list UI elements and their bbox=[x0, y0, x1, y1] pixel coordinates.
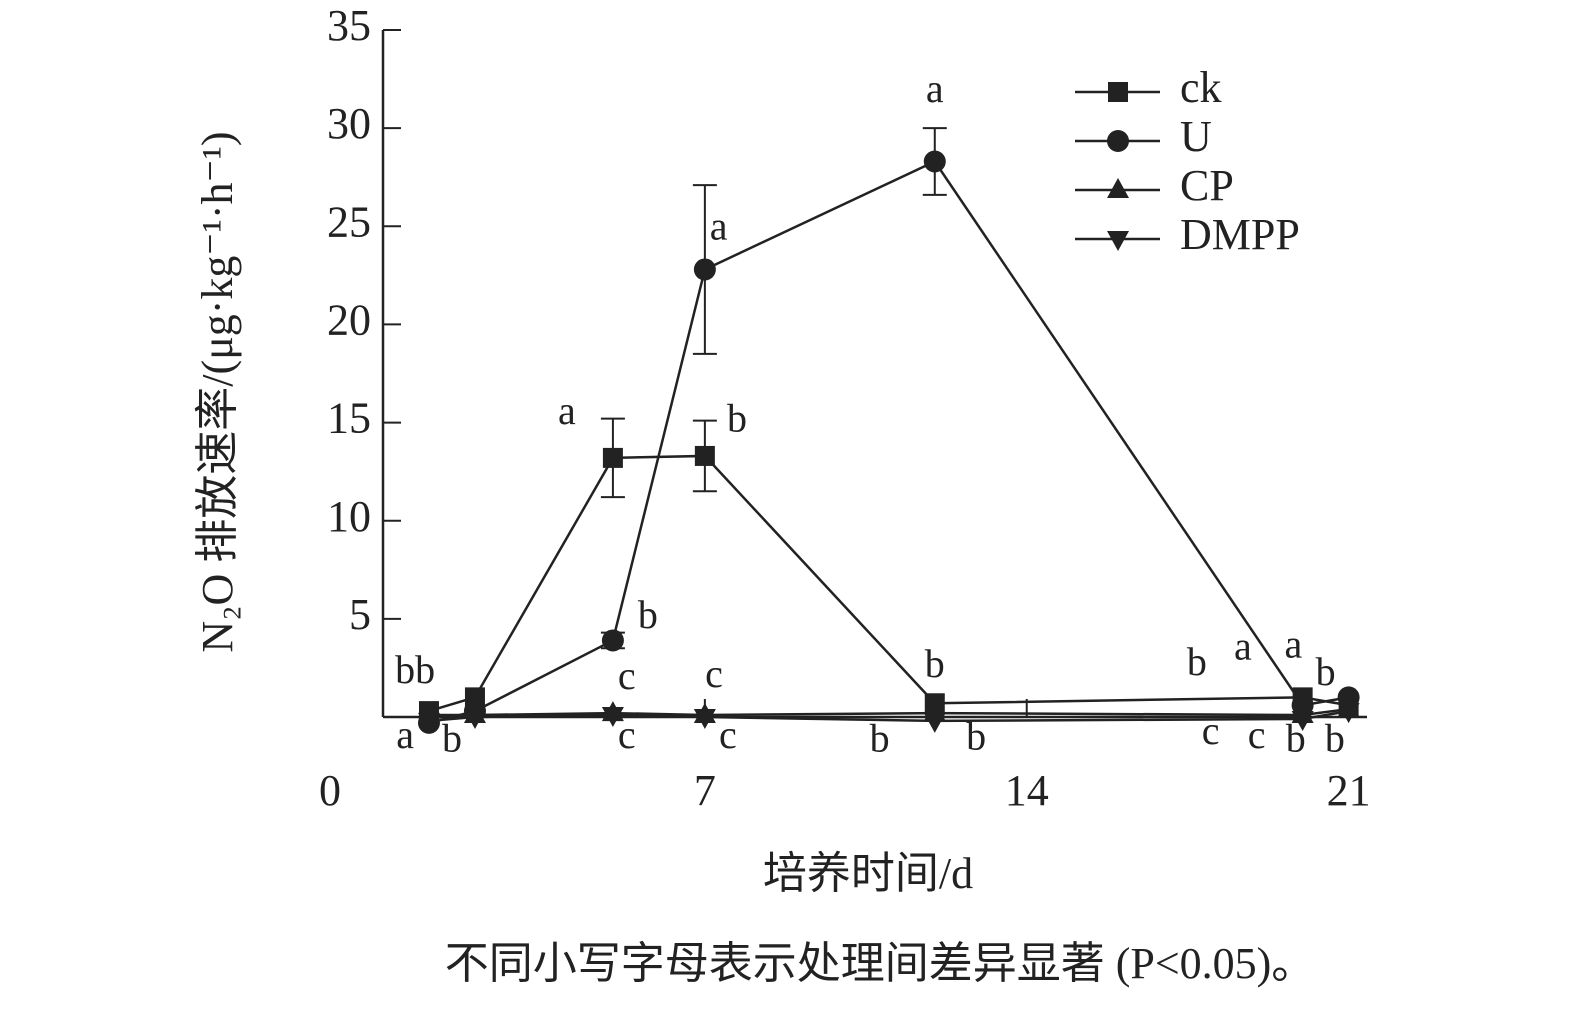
marker bbox=[923, 712, 946, 733]
x-tick-label: 14 bbox=[1005, 766, 1049, 815]
annotation: b bbox=[1325, 716, 1345, 761]
y-tick-label: 30 bbox=[327, 99, 371, 148]
annotation: a bbox=[710, 203, 728, 248]
annotation: b bbox=[870, 716, 890, 761]
marker bbox=[601, 629, 624, 652]
y-tick-label: 15 bbox=[327, 394, 371, 443]
annotation: a bbox=[1285, 621, 1303, 666]
annotation: b bbox=[727, 396, 747, 441]
legend-label: ck bbox=[1180, 63, 1222, 112]
marker bbox=[1291, 710, 1314, 731]
annotation: b bbox=[966, 714, 986, 759]
series-line bbox=[428, 454, 1349, 713]
legend-marker bbox=[1108, 82, 1128, 102]
marker bbox=[463, 709, 486, 729]
caption: 不同小写字母表示处理间差异显著 (P<0.05)。 bbox=[445, 939, 1316, 988]
annotation: c bbox=[705, 651, 723, 696]
y-tick-label: 5 bbox=[349, 590, 371, 639]
annotation: b bbox=[925, 641, 945, 686]
marker bbox=[1337, 703, 1360, 724]
annotation: a bbox=[926, 66, 944, 111]
annotation: c bbox=[618, 712, 636, 757]
legend-label: DMPP bbox=[1180, 210, 1300, 259]
y-tick-label: 25 bbox=[327, 197, 371, 246]
legend-label: U bbox=[1180, 112, 1212, 161]
annotation: a bbox=[396, 712, 414, 757]
annotation: b bbox=[638, 592, 658, 637]
annotation: bb bbox=[395, 647, 435, 692]
annotation: c bbox=[1248, 712, 1266, 757]
y-tick-label: 20 bbox=[327, 296, 371, 345]
marker bbox=[693, 709, 716, 729]
annotation: b bbox=[442, 716, 462, 761]
marker bbox=[417, 712, 440, 733]
y-tick-label: 35 bbox=[327, 1, 371, 50]
marker bbox=[693, 258, 716, 281]
marker bbox=[694, 445, 715, 466]
marker bbox=[601, 707, 624, 728]
annotation: c bbox=[719, 712, 737, 757]
x-tick-label: 21 bbox=[1327, 766, 1371, 815]
x-axis-label: 培养时间/d bbox=[763, 849, 973, 898]
annotation: b bbox=[1286, 716, 1306, 761]
legend-marker bbox=[1107, 231, 1129, 251]
marker bbox=[602, 447, 623, 468]
x-tick-label: 0 bbox=[319, 766, 341, 815]
legend-label: CP bbox=[1180, 161, 1234, 210]
annotation: b bbox=[1316, 649, 1336, 694]
x-tick-label: 7 bbox=[694, 766, 716, 815]
annotation: a bbox=[558, 388, 576, 433]
marker bbox=[923, 150, 946, 173]
annotation: b bbox=[1187, 639, 1207, 684]
annotation: c bbox=[618, 653, 636, 698]
y-axis-label: N₂O 排放速率/(μg·kg⁻¹·h⁻¹) bbox=[193, 131, 242, 652]
legend-marker bbox=[1107, 130, 1129, 152]
annotation: a bbox=[1234, 623, 1252, 668]
y-tick-label: 10 bbox=[327, 492, 371, 541]
legend-marker bbox=[1107, 178, 1129, 198]
annotation: c bbox=[1202, 708, 1220, 753]
